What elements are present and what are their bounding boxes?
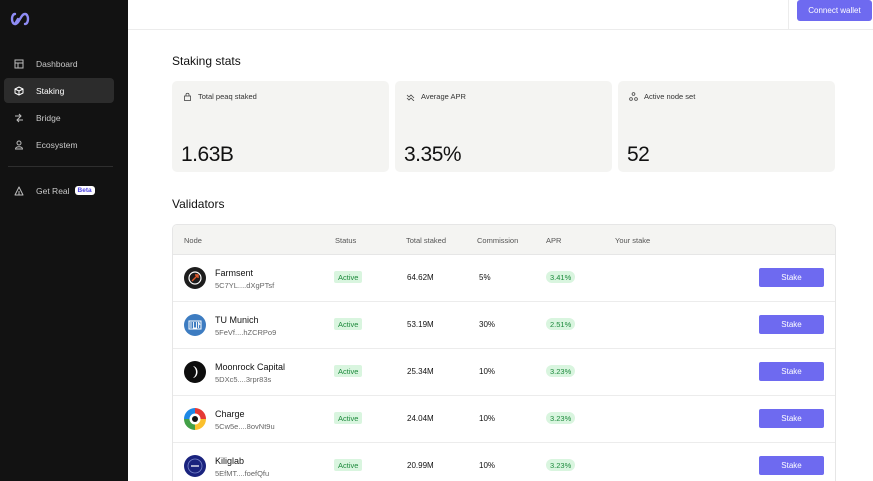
lock-icon xyxy=(184,92,191,101)
charge-logo-icon xyxy=(184,408,206,430)
column-header-commission: Commission xyxy=(477,236,519,245)
commission-value: 10% xyxy=(479,461,496,470)
table-row[interactable]: Farmsent 5C7YL....dXgPTsf Active 64.62M … xyxy=(173,255,835,302)
kiliglab-logo-icon xyxy=(184,455,206,477)
sidebar-item-ecosystem[interactable]: Ecosystem xyxy=(4,132,114,157)
nodes-icon xyxy=(629,92,638,101)
column-header-your-stake: Your stake xyxy=(615,236,651,245)
total-staked-value: 24.04M xyxy=(407,414,434,423)
table-header: Node Status Total staked Commission APR … xyxy=(173,225,835,255)
total-staked-value: 25.34M xyxy=(407,367,434,376)
table-row[interactable]: Moonrock Capital 5DXc5....3rpr83s Active… xyxy=(173,349,835,396)
commission-value: 30% xyxy=(479,320,496,329)
status-badge: Active xyxy=(334,318,363,330)
status-badge: Active xyxy=(334,412,363,424)
total-staked-value: 64.62M xyxy=(407,273,434,282)
sidebar-item-label: Get Real xyxy=(36,185,70,196)
stake-button[interactable]: Stake xyxy=(759,409,824,428)
table-row[interactable]: Charge 5Cw5e....8ovNt9u Active 24.04M 10… xyxy=(173,396,835,443)
stat-label: Total peaq staked xyxy=(198,92,257,101)
stat-label: Active node set xyxy=(644,92,696,101)
status-badge: Active xyxy=(334,459,363,471)
validators-title: Validators xyxy=(172,197,225,211)
apr-badge: 3.41% xyxy=(546,271,576,283)
status-badge: Active xyxy=(334,271,363,283)
stat-value: 52 xyxy=(627,143,650,166)
cube-icon xyxy=(14,86,24,96)
apr-badge: 3.23% xyxy=(546,365,576,377)
sidebar-item-label: Bridge xyxy=(36,112,61,123)
commission-value: 10% xyxy=(479,367,496,376)
total-staked-value: 20.99M xyxy=(407,461,434,470)
node-name: Charge xyxy=(215,409,245,419)
stake-button[interactable]: Stake xyxy=(759,456,824,475)
staking-stats-title: Staking stats xyxy=(172,54,241,68)
node-name: TU Munich xyxy=(215,315,259,325)
sidebar-item-get-real[interactable]: Get Real Beta xyxy=(4,178,114,203)
node-address: 5EfMT....foefQfu xyxy=(215,469,270,478)
farmsent-logo-icon xyxy=(184,267,206,289)
beta-badge: Beta xyxy=(74,186,95,195)
sidebar-item-label: Dashboard xyxy=(36,58,78,69)
sidebar: Dashboard Staking Bridge Ecosystem Get R… xyxy=(0,0,128,481)
node-name: Moonrock Capital xyxy=(215,362,286,372)
apr-badge: 3.23% xyxy=(546,412,576,424)
table-row[interactable]: TU Munich 5FeVf....hZCRPo9 Active 53.19M… xyxy=(173,302,835,349)
dashboard-icon xyxy=(14,59,24,69)
node-address: 5Cw5e....8ovNt9u xyxy=(215,422,275,431)
sidebar-item-staking[interactable]: Staking xyxy=(4,78,114,103)
column-header-apr: APR xyxy=(546,236,562,245)
peaq-logo-icon[interactable] xyxy=(9,11,31,27)
topbar-divider xyxy=(788,0,789,30)
commission-value: 5% xyxy=(479,273,491,282)
stat-value: 3.35% xyxy=(404,143,462,166)
node-name: Kiliglab xyxy=(215,456,245,466)
stake-button[interactable]: Stake xyxy=(759,315,824,334)
stat-card-average-apr: Average APR 3.35% xyxy=(395,81,612,172)
stat-value: 1.63B xyxy=(181,143,234,166)
apr-badge: 2.51% xyxy=(546,318,576,330)
table-row[interactable]: Kiliglab 5EfMT....foefQfu Active 20.99M … xyxy=(173,443,835,481)
moonrock-logo-icon xyxy=(184,361,206,383)
wave-icon xyxy=(406,94,415,101)
stake-button[interactable]: Stake xyxy=(759,268,824,287)
node-address: 5C7YL....dXgPTsf xyxy=(215,281,275,290)
validators-table: Node Status Total staked Commission APR … xyxy=(172,224,836,481)
node-address: 5DXc5....3rpr83s xyxy=(215,375,272,384)
bridge-icon xyxy=(14,113,24,123)
node-name: Farmsent xyxy=(215,268,254,278)
stat-label: Average APR xyxy=(421,92,466,101)
node-address: 5FeVf....hZCRPo9 xyxy=(215,328,277,337)
sidebar-item-bridge[interactable]: Bridge xyxy=(4,105,114,130)
column-header-total-staked: Total staked xyxy=(406,236,447,245)
column-header-status: Status xyxy=(335,236,357,245)
sidebar-divider xyxy=(8,166,113,167)
person-icon xyxy=(14,140,24,150)
sidebar-item-label: Ecosystem xyxy=(36,139,78,150)
stake-button[interactable]: Stake xyxy=(759,362,824,381)
tum-logo-icon xyxy=(184,314,206,336)
commission-value: 10% xyxy=(479,414,496,423)
apr-badge: 3.23% xyxy=(546,459,576,471)
total-staked-value: 53.19M xyxy=(407,320,434,329)
column-header-node: Node xyxy=(184,236,202,245)
status-badge: Active xyxy=(334,365,363,377)
triangle-icon xyxy=(14,186,24,196)
top-bar xyxy=(128,0,873,30)
connect-wallet-button[interactable]: Connect wallet xyxy=(797,0,872,21)
sidebar-item-label: Staking xyxy=(36,85,65,96)
sidebar-item-dashboard[interactable]: Dashboard xyxy=(4,51,114,76)
stat-card-total-staked: Total peaq staked 1.63B xyxy=(172,81,389,172)
stat-card-active-node-set: Active node set 52 xyxy=(618,81,835,172)
